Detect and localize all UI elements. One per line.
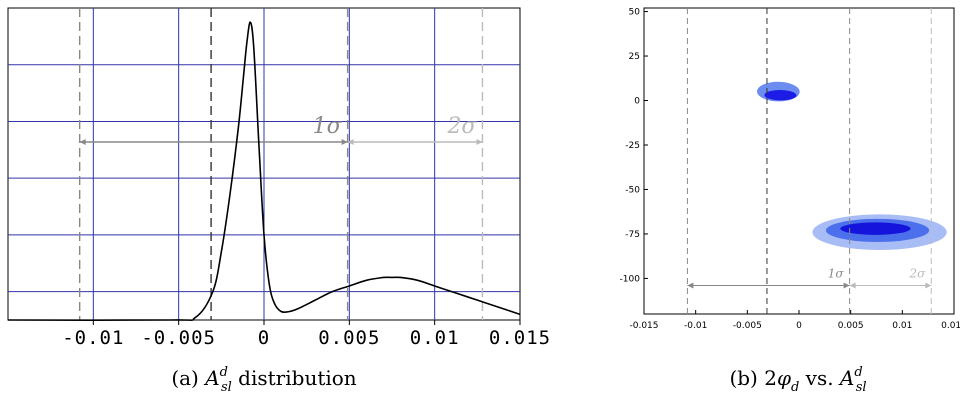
interval-arrow-head	[347, 139, 354, 145]
panel-a-sigma-intervals: 1σ 2σ	[79, 114, 483, 145]
panel-b-y-ticks: 50 25 0 -25 -50 -75 -100	[620, 8, 648, 284]
x-tick-label: 0.01	[410, 327, 460, 349]
panel-a-x-ticks: -0.01 -0.005 0 0.005 0.01 0.015	[62, 320, 551, 349]
panel-a-dashed-bounds	[78, 8, 484, 320]
panel-b-regions	[756, 81, 947, 250]
interval-arrow-head	[79, 139, 86, 145]
y-tick-label: 25	[629, 52, 640, 62]
interval-sigma-label: 1σ	[828, 267, 845, 281]
panel-b-caption: (b) 2φd vs. Ad sl	[729, 365, 866, 395]
panel-b-sigma-intervals: 1σ 2σ	[687, 267, 932, 289]
caption-text: (b) 2	[729, 366, 777, 390]
panel-b-dashed-bounds	[686, 8, 932, 314]
x-tick-label: -0.005	[733, 321, 762, 331]
caption-var: φ	[777, 366, 791, 390]
distribution-curve	[7, 21, 521, 322]
panel-b-plot-frame	[643, 7, 955, 315]
caption-var: A	[838, 366, 854, 390]
interval-arrow-head	[476, 139, 483, 145]
panel-a-grid	[8, 8, 520, 320]
x-tick-label: 0	[258, 327, 270, 349]
inner-confidence-region	[840, 222, 911, 235]
caption-text: (a)	[171, 366, 205, 390]
panel-a-distribution-chart: 1σ 2σ -0.01 -0.005 0 0.005 0.01 0.015	[7, 7, 551, 349]
interval-sigma-label: 2σ	[908, 267, 926, 281]
interval-sigma-label: 1σ	[313, 114, 343, 139]
interval-arrow-head	[849, 282, 856, 289]
x-tick-label: 0.015	[941, 321, 960, 331]
interval-sigma-label: 2σ	[446, 114, 477, 139]
caption-text: vs.	[799, 366, 840, 390]
interval-arrow-head	[843, 282, 850, 289]
caption-sub: sl	[856, 380, 867, 395]
y-tick-label: 50	[629, 8, 641, 18]
x-tick-label: 0.005	[838, 321, 864, 331]
y-tick-label: -50	[625, 185, 640, 195]
panel-a-caption: (a) Ad sl distribution	[171, 365, 356, 395]
panel-b-scatter-density: 1σ 2σ -0.015 -0.01 -0.005 0 0.005 0.01 0.015 50…	[620, 7, 960, 331]
x-tick-label: -0.01	[684, 321, 707, 331]
interval-arrow-head	[925, 282, 932, 289]
panel-b-x-ticks: -0.015 -0.01 -0.005 0 0.005 0.01 0.015	[629, 310, 960, 331]
y-tick-label: 0	[634, 97, 640, 107]
panel-a-series	[7, 21, 521, 322]
caption-var: A	[203, 366, 219, 390]
caption-text: distribution	[232, 366, 357, 390]
y-tick-label: -100	[620, 274, 641, 284]
y-tick-label: -25	[625, 141, 640, 151]
x-tick-label: -0.005	[141, 327, 216, 349]
interval-arrow-head	[687, 282, 694, 289]
caption-sup: d	[220, 365, 228, 380]
x-tick-label: 0	[796, 321, 802, 331]
x-tick-label: -0.015	[629, 321, 658, 331]
caption-sub: sl	[221, 380, 232, 395]
x-tick-label: 0.005	[318, 327, 380, 349]
x-tick-label: -0.01	[62, 327, 124, 349]
interval-arrow-head	[341, 139, 348, 145]
inner-confidence-region	[764, 90, 797, 101]
caption-sub: d	[791, 380, 799, 395]
x-tick-label: 0.015	[489, 327, 551, 349]
x-tick-label: 0.01	[892, 321, 912, 331]
y-tick-label: -75	[625, 230, 640, 240]
caption-sup: d	[854, 365, 862, 380]
